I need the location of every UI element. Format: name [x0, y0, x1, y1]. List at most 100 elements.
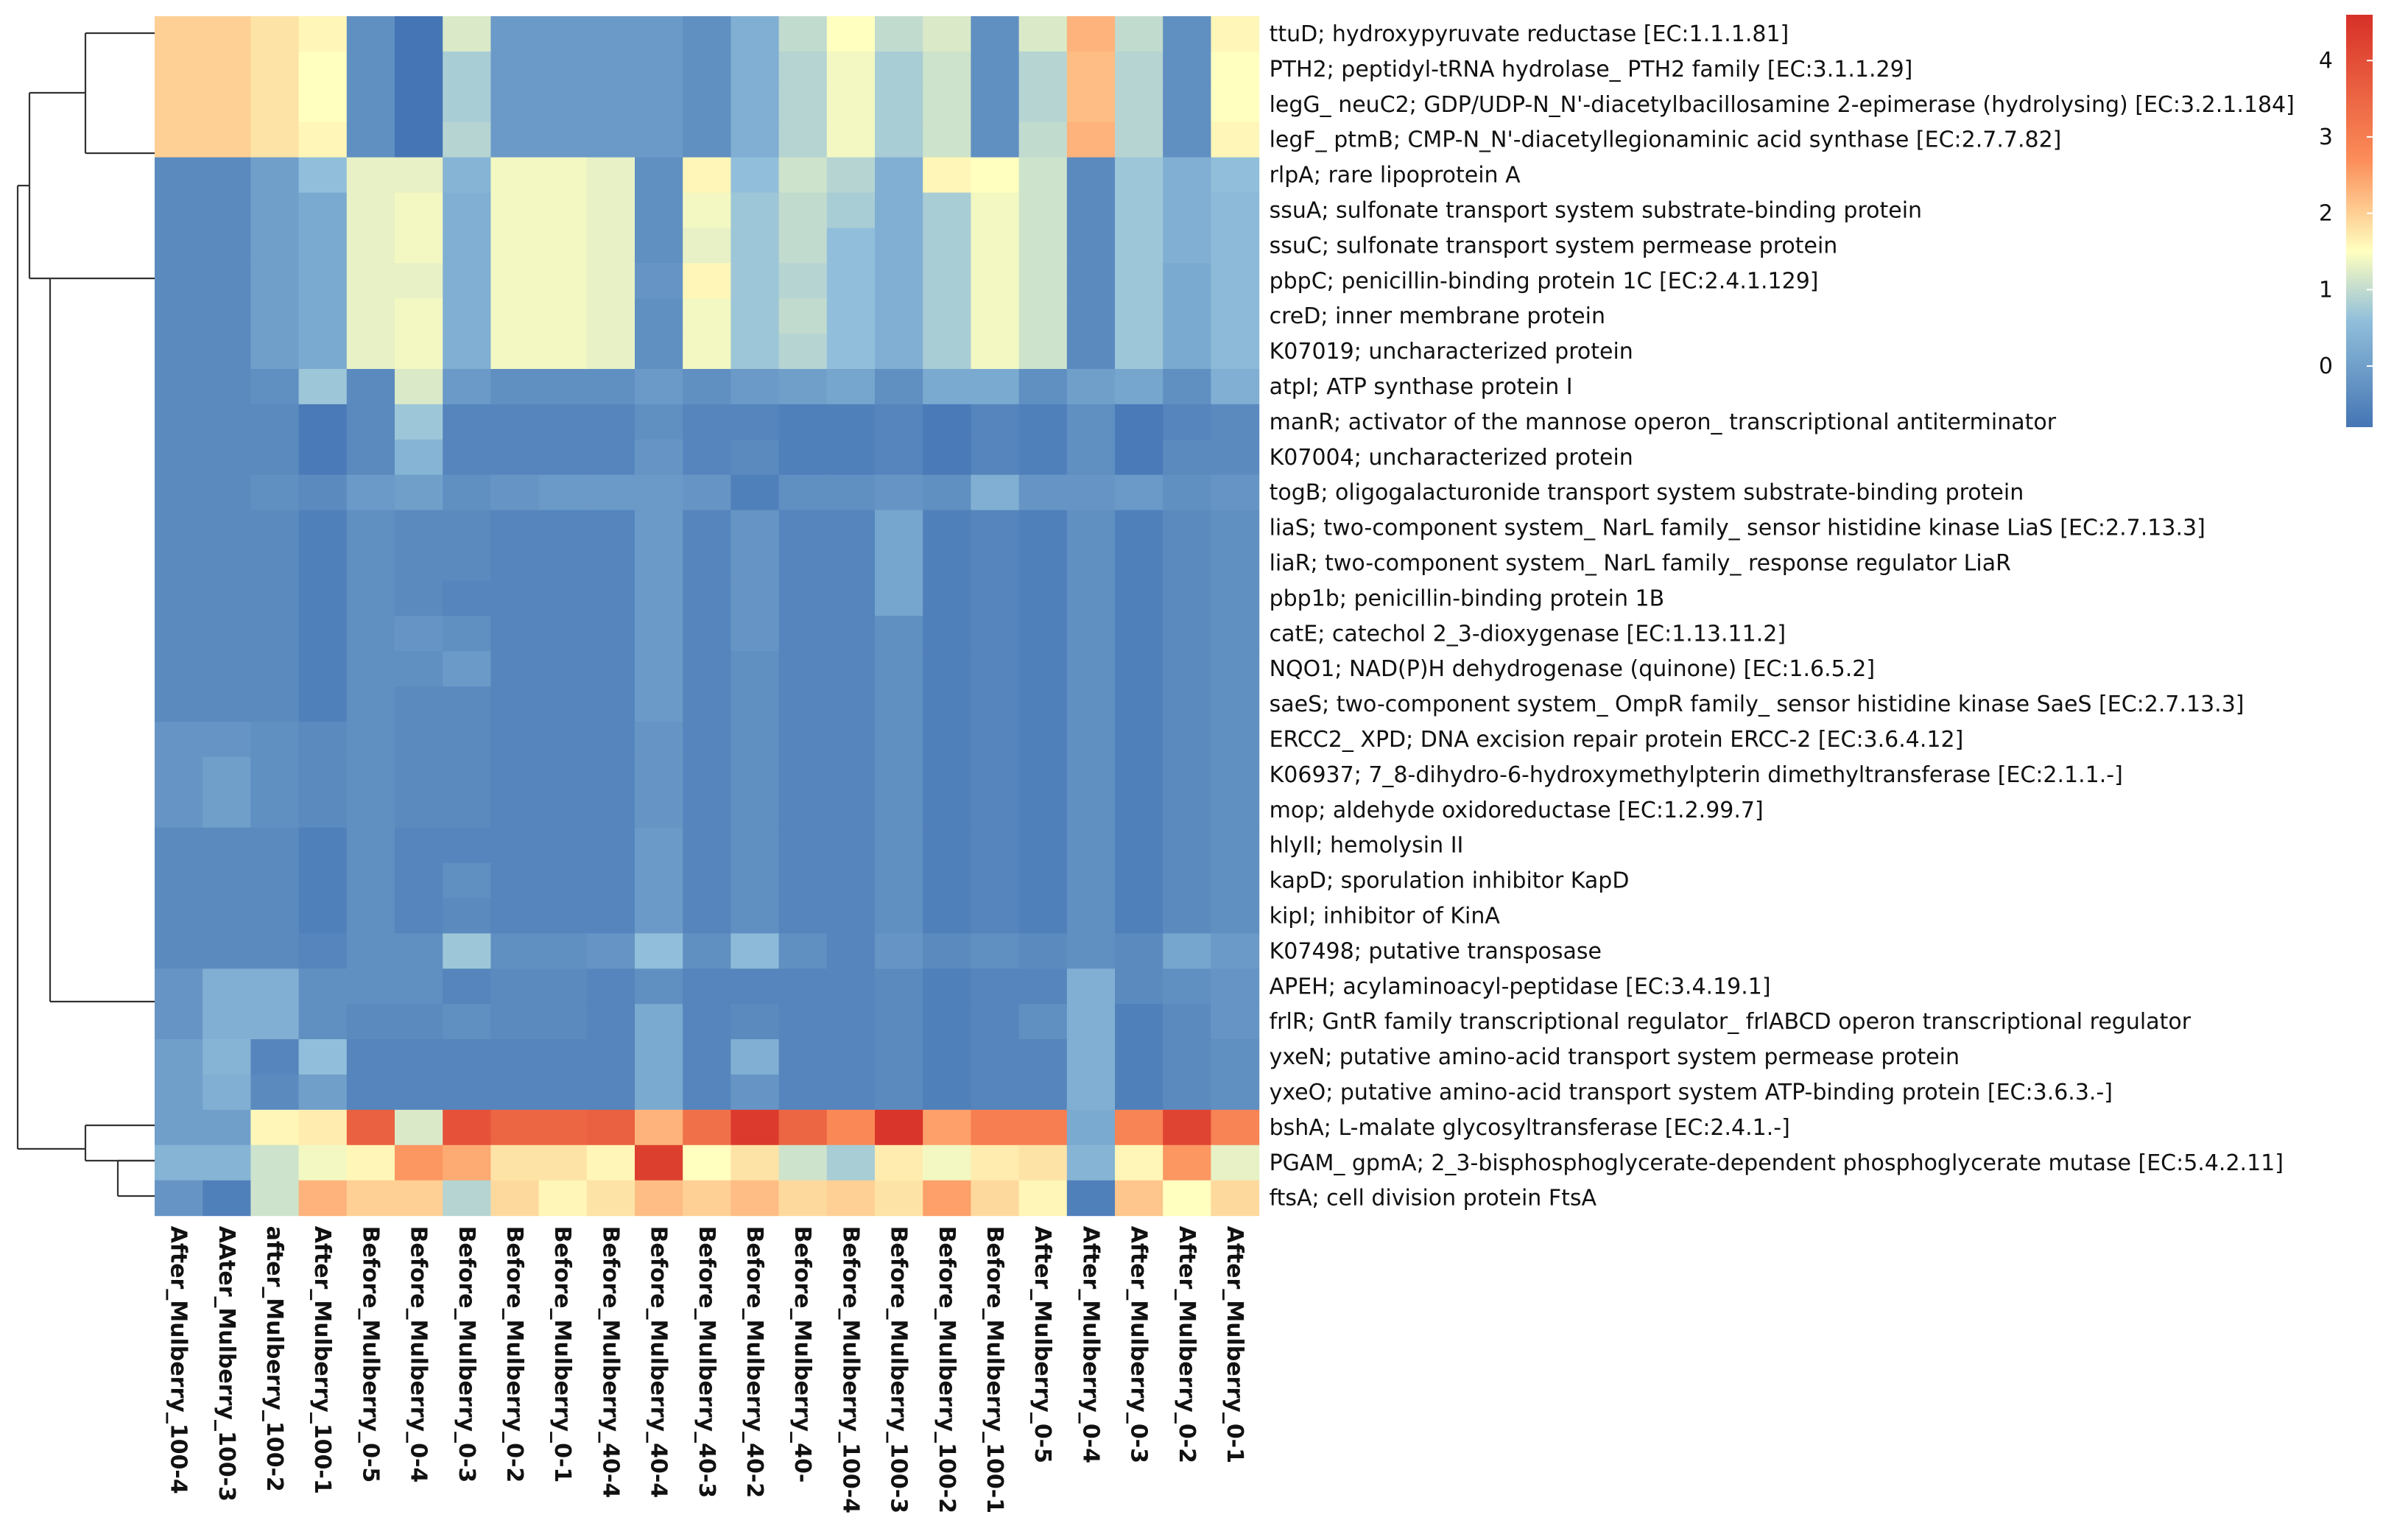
heatmap-cell: [586, 369, 636, 405]
column-label: After_Mulberry_100-1: [309, 1226, 335, 1494]
heatmap-cell: [250, 862, 300, 899]
heatmap-cell: [1018, 862, 1068, 899]
heatmap-cell: [1066, 1004, 1116, 1040]
heatmap-cell: [1163, 263, 1211, 299]
heatmap-cell: [875, 968, 923, 1005]
heatmap-cell: [443, 756, 491, 793]
heatmap-cell: [443, 404, 491, 440]
heatmap-cell: [346, 898, 395, 934]
heatmap-cell: [346, 756, 395, 793]
heatmap-cell: [298, 334, 348, 370]
heatmap-cell: [395, 51, 443, 88]
heatmap-cell: [923, 651, 971, 687]
heatmap-cell: [250, 510, 300, 546]
heatmap-cell: [490, 1180, 540, 1217]
heatmap-cell: [155, 16, 203, 52]
heatmap-cell: [1163, 968, 1211, 1005]
heatmap-cell: [250, 16, 300, 52]
heatmap-cell: [490, 228, 540, 264]
heatmap-cell: [250, 263, 300, 299]
heatmap-cell: [298, 439, 348, 476]
heatmap-cell: [683, 756, 731, 793]
heatmap-cell: [1211, 933, 1260, 969]
heatmap-cell: [1066, 228, 1116, 264]
row-label: K07004; uncharacterized protein: [1270, 445, 1633, 471]
heatmap-cell: [778, 862, 828, 899]
heatmap-cell: [250, 439, 300, 476]
heatmap-cell: [1211, 334, 1260, 370]
heatmap-cell: [395, 686, 443, 722]
heatmap-cell: [490, 510, 540, 546]
heatmap-cell: [443, 1144, 491, 1181]
heatmap-cell: [586, 404, 636, 440]
color-legend: 0 1 2 3 4: [2319, 15, 2373, 427]
heatmap-cell: [490, 334, 540, 370]
heatmap-cell: [683, 933, 731, 969]
heatmap-cell: [490, 792, 540, 829]
heatmap-cell: [346, 16, 395, 52]
heatmap-cell: [586, 298, 636, 334]
heatmap-cell: [443, 580, 491, 616]
heatmap-cell: [155, 157, 203, 194]
heatmap-cell: [778, 510, 828, 546]
heatmap-cell: [395, 1004, 443, 1040]
heatmap-cell: [538, 263, 588, 299]
heatmap-cell: [298, 898, 348, 934]
heatmap-cell: [203, 263, 251, 299]
heatmap-cell: [1211, 16, 1260, 52]
heatmap-cell: [250, 651, 300, 687]
heatmap-cell: [1018, 1144, 1068, 1181]
heatmap-cell: [1115, 1180, 1163, 1217]
heatmap-cell: [731, 228, 780, 264]
heatmap-cell: [155, 1004, 203, 1040]
heatmap-cell: [923, 51, 971, 88]
row-label: kipI; inhibitor of KinA: [1270, 903, 1501, 929]
heatmap-cell: [971, 369, 1020, 405]
heatmap-cell: [490, 651, 540, 687]
heatmap-cell: [586, 263, 636, 299]
heatmap-cell: [298, 827, 348, 864]
heatmap-cell: [923, 334, 971, 370]
heatmap-cell: [395, 122, 443, 158]
heatmap-cell: [923, 580, 971, 616]
heatmap-cell: [203, 756, 251, 793]
heatmap-cell: [635, 1074, 683, 1111]
heatmap-cell: [1163, 16, 1211, 52]
heatmap-cell: [1163, 545, 1211, 581]
heatmap-cell: [490, 298, 540, 334]
heatmap-cell: [250, 122, 300, 158]
heatmap-cell: [875, 263, 923, 299]
heatmap-cell: [778, 157, 828, 194]
heatmap-cell: [1115, 1039, 1163, 1075]
heatmap-cell: [586, 616, 636, 652]
heatmap-cell: [683, 862, 731, 899]
heatmap-cell: [1163, 404, 1211, 440]
heatmap-cell: [1115, 16, 1163, 52]
heatmap-cell: [875, 756, 923, 793]
heatmap-cell: [346, 722, 395, 758]
heatmap-cell: [731, 651, 780, 687]
heatmap-cell: [683, 510, 731, 546]
heatmap-cell: [1018, 404, 1068, 440]
heatmap-cell: [1018, 1004, 1068, 1040]
heatmap-cell: [538, 228, 588, 264]
row-label: yxeN; putative amino-acid transport syst…: [1270, 1044, 1960, 1070]
heatmap-cell: [155, 404, 203, 440]
heatmap-cell: [1163, 651, 1211, 687]
heatmap-cell: [731, 369, 780, 405]
heatmap-cell: [778, 545, 828, 581]
heatmap-cell: [1211, 1180, 1260, 1217]
heatmap-cell: [923, 792, 971, 829]
heatmap-cell: [875, 651, 923, 687]
heatmap-cell: [1018, 686, 1068, 722]
heatmap-cell: [683, 192, 731, 228]
heatmap-cell: [298, 228, 348, 264]
heatmap-cell: [971, 1004, 1020, 1040]
heatmap-cell: [1163, 580, 1211, 616]
heatmap-cell: [826, 16, 876, 52]
row-label: hlyII; hemolysin II: [1270, 833, 1464, 859]
heatmap-cell: [731, 722, 780, 758]
heatmap-cell: [1066, 334, 1116, 370]
heatmap-cell: [490, 827, 540, 864]
heatmap-cell: [155, 580, 203, 616]
